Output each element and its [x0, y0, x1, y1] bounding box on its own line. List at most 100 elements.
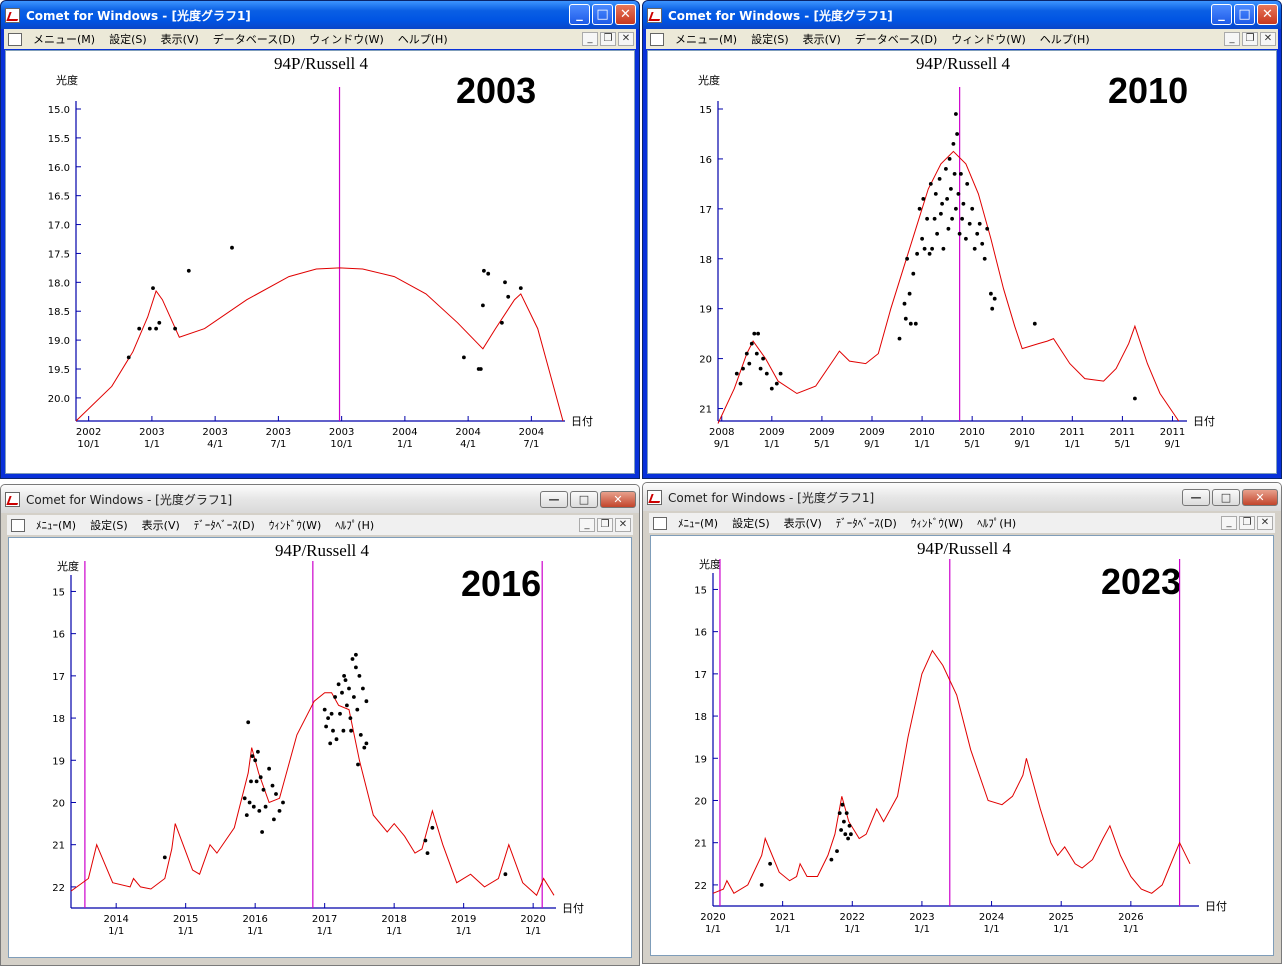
mdi-minimize-button[interactable]: _ — [582, 32, 598, 46]
y-tick-label: 20.0 — [48, 394, 70, 405]
menu-window[interactable]: ウィンドウ(W) — [951, 33, 1026, 46]
mdi-close-button[interactable]: ✕ — [1257, 516, 1273, 530]
menu-view[interactable]: 表示(V) — [802, 33, 841, 46]
observation-point — [361, 686, 365, 691]
observation-point — [423, 838, 428, 843]
menu-menu[interactable]: メニュー(M) — [33, 33, 96, 46]
mdi-restore-button[interactable]: ❐ — [1239, 516, 1255, 530]
x-tick-date: 9/1 — [864, 439, 880, 450]
observation-point — [970, 206, 975, 211]
x-tick-date: 5/1 — [1114, 439, 1130, 450]
observation-point — [362, 745, 367, 750]
minimize-button[interactable]: _ — [1211, 4, 1232, 25]
menu-help[interactable]: ﾍﾙﾌﾟ(H) — [977, 517, 1017, 530]
mdi-close-button[interactable]: ✕ — [1260, 32, 1276, 46]
minimize-button[interactable]: — — [540, 491, 568, 508]
menu-database[interactable]: データベース(D) — [212, 33, 296, 46]
observation-point — [754, 351, 759, 356]
document-icon[interactable] — [653, 516, 667, 530]
observation-point — [920, 236, 924, 241]
observation-point — [334, 737, 339, 742]
y-tick-label: 19 — [699, 305, 712, 316]
observation-point — [267, 766, 271, 771]
maximize-button[interactable]: □ — [592, 4, 613, 25]
x-tick-date: 1/1 — [1123, 924, 1139, 935]
observation-point — [764, 371, 769, 376]
maximize-button[interactable]: □ — [570, 491, 598, 508]
x-tick-year: 2019 — [451, 914, 476, 925]
minimize-button[interactable]: _ — [569, 4, 590, 25]
menu-window[interactable]: ｳｨﾝﾄﾞｳ(W) — [910, 517, 964, 530]
close-button[interactable]: ✕ — [1242, 489, 1278, 506]
y-tick-label: 16 — [52, 630, 65, 641]
menu-settings[interactable]: 設定(S) — [109, 33, 147, 46]
mdi-minimize-button[interactable]: _ — [1221, 516, 1237, 530]
observation-point — [354, 652, 358, 657]
close-button[interactable]: ✕ — [1257, 4, 1278, 25]
title-bar[interactable]: Comet for Windows - [光度グラフ1] — □ ✕ — [643, 483, 1281, 511]
observation-point — [333, 695, 337, 699]
menu-menu[interactable]: ﾒﾆｭｰ(M) — [36, 519, 77, 532]
y-tick-label: 16.5 — [48, 192, 70, 203]
document-icon[interactable] — [8, 32, 22, 46]
observation-point — [425, 851, 430, 855]
menu-window[interactable]: ウィンドウ(W) — [309, 33, 384, 46]
mdi-close-button[interactable]: ✕ — [618, 32, 634, 46]
menu-help[interactable]: ヘルプ(H) — [1039, 33, 1090, 46]
mdi-minimize-button[interactable]: _ — [579, 518, 595, 532]
window-title: Comet for Windows - [光度グラフ1] — [668, 8, 893, 23]
menu-settings[interactable]: 設定(S) — [90, 519, 128, 532]
menu-view[interactable]: 表示(V) — [141, 519, 180, 532]
menu-menu[interactable]: メニュー(M) — [675, 33, 738, 46]
maximize-button[interactable]: □ — [1212, 489, 1240, 506]
menu-settings[interactable]: 設定(S) — [732, 517, 770, 530]
y-tick-label: 17 — [694, 670, 707, 681]
close-button[interactable]: ✕ — [600, 491, 636, 508]
mdi-restore-button[interactable]: ❐ — [600, 32, 616, 46]
app-icon[interactable] — [5, 7, 20, 23]
observation-point — [911, 271, 916, 276]
menu-database[interactable]: ﾃﾞｰﾀﾍﾞｰｽ(D) — [193, 519, 255, 532]
mdi-minimize-button[interactable]: _ — [1224, 32, 1240, 46]
maximize-button[interactable]: □ — [1234, 4, 1255, 25]
observation-point — [256, 749, 260, 754]
x-tick-date: 10/1 — [77, 439, 99, 450]
x-tick-year: 2010 — [1010, 427, 1035, 438]
x-tick-year: 2017 — [312, 914, 337, 925]
mdi-close-button[interactable]: ✕ — [615, 518, 631, 532]
mdi-restore-button[interactable]: ❐ — [1242, 32, 1258, 46]
x-tick-date: 5/1 — [814, 439, 830, 450]
observation-point — [481, 303, 485, 308]
observation-point — [1032, 321, 1037, 326]
menu-help[interactable]: ﾍﾙﾌﾟ(H) — [335, 519, 375, 532]
observation-point — [364, 741, 369, 746]
menu-view[interactable]: 表示(V) — [783, 517, 822, 530]
mdi-restore-button[interactable]: ❐ — [597, 518, 613, 532]
menu-help[interactable]: ヘルプ(H) — [397, 33, 448, 46]
x-tick-date: 4/1 — [460, 439, 476, 450]
observation-point — [518, 286, 523, 290]
x-axis-label: 日付 — [1205, 900, 1227, 913]
x-tick-year: 2018 — [381, 914, 406, 925]
title-bar[interactable]: Comet for Windows - [光度グラフ1] _ □ ✕ — [1, 1, 639, 29]
observation-point — [941, 246, 946, 251]
x-tick-year: 2021 — [770, 912, 795, 923]
app-icon[interactable] — [647, 7, 662, 23]
document-icon[interactable] — [650, 32, 664, 46]
menu-window[interactable]: ｳｨﾝﾄﾞｳ(W) — [268, 519, 322, 532]
title-bar[interactable]: Comet for Windows - [光度グラフ1] — □ ✕ — [1, 485, 639, 513]
menu-database[interactable]: ﾃﾞｰﾀﾍﾞｰｽ(D) — [835, 517, 897, 530]
menu-settings[interactable]: 設定(S) — [751, 33, 789, 46]
app-icon[interactable] — [5, 491, 20, 507]
menu-view[interactable]: 表示(V) — [160, 33, 199, 46]
document-icon[interactable] — [11, 518, 25, 532]
title-bar[interactable]: Comet for Windows - [光度グラフ1] _ □ ✕ — [643, 1, 1281, 29]
observation-point — [364, 699, 369, 704]
minimize-button[interactable]: — — [1182, 489, 1210, 506]
close-button[interactable]: ✕ — [615, 4, 636, 25]
observation-point — [263, 804, 268, 809]
menu-menu[interactable]: ﾒﾆｭｰ(M) — [678, 517, 719, 530]
app-icon[interactable] — [647, 489, 662, 505]
menu-database[interactable]: データベース(D) — [854, 33, 938, 46]
observation-point — [324, 724, 328, 729]
